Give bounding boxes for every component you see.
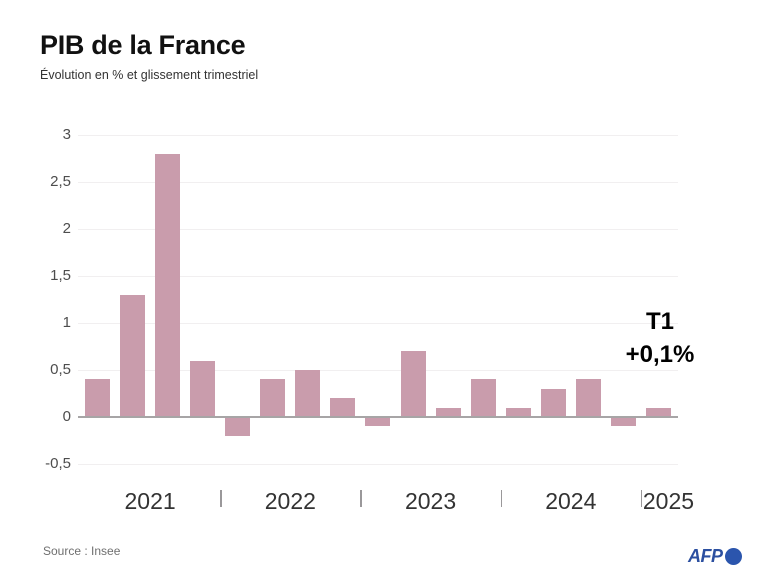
gridline bbox=[78, 369, 678, 371]
x-axis-separator bbox=[640, 490, 643, 507]
y-tick-label: -0,5 bbox=[45, 455, 71, 472]
bar-2023-T3 bbox=[435, 407, 461, 417]
gridline bbox=[78, 322, 678, 324]
annotation-quarter: T1 bbox=[645, 308, 674, 335]
year-label-2022: 2022 bbox=[264, 488, 316, 514]
afp-logo-text: AFP bbox=[688, 546, 723, 566]
bar-2024-T3 bbox=[575, 379, 601, 417]
gridline bbox=[78, 275, 678, 277]
chart-title: PIB de la France bbox=[40, 30, 246, 60]
bar-2021-T1 bbox=[85, 379, 110, 417]
bar-2022-T2 bbox=[260, 379, 286, 417]
y-tick-label: 1 bbox=[62, 314, 71, 331]
afp-globe-icon bbox=[724, 548, 742, 565]
year-label-2024: 2024 bbox=[545, 488, 597, 514]
y-tick-label: 3 bbox=[62, 126, 71, 143]
year-label-2025: 2025 bbox=[642, 488, 695, 514]
bar-2022-T3 bbox=[295, 370, 321, 417]
y-tick-label: 2,5 bbox=[50, 173, 71, 190]
source-label: Source : Insee bbox=[43, 544, 121, 558]
bar-2021-T2 bbox=[120, 294, 146, 417]
chart-subtitle: Évolution en % et glissement trimestriel bbox=[40, 68, 259, 82]
bar-2024-T1 bbox=[505, 407, 531, 417]
gridline bbox=[78, 228, 678, 230]
y-tick-label: 1,5 bbox=[50, 267, 71, 284]
gridline bbox=[78, 181, 678, 183]
bar-2025-T1 bbox=[645, 407, 671, 417]
y-tick-label: 0,5 bbox=[50, 361, 71, 378]
gridline bbox=[78, 134, 678, 136]
y-tick-label: 0 bbox=[62, 408, 71, 425]
bar-2024-T2 bbox=[540, 388, 566, 417]
bar-2024-T4 bbox=[610, 417, 636, 427]
zero-line bbox=[78, 416, 678, 418]
bar-2022-T4 bbox=[330, 398, 356, 417]
bar-2023-T2 bbox=[400, 351, 426, 417]
bar-2021-T3 bbox=[155, 153, 181, 417]
x-axis-separator bbox=[500, 490, 503, 507]
bar-2022-T1 bbox=[225, 417, 251, 436]
afp-logo: AFP bbox=[688, 546, 742, 567]
x-axis-separator bbox=[220, 490, 222, 507]
year-label-2021: 2021 bbox=[124, 488, 176, 514]
year-label-2023: 2023 bbox=[404, 488, 457, 514]
x-axis-separator bbox=[360, 490, 362, 507]
bar-2023-T4 bbox=[470, 379, 496, 417]
annotation-value: +0,1% bbox=[625, 341, 695, 368]
y-tick-label: 2 bbox=[62, 220, 71, 237]
latest-value-annotation: T1 +0,1% bbox=[590, 305, 730, 371]
bar-2021-T4 bbox=[190, 360, 216, 417]
bar-2023-T1 bbox=[365, 417, 391, 427]
gridline bbox=[78, 463, 678, 465]
